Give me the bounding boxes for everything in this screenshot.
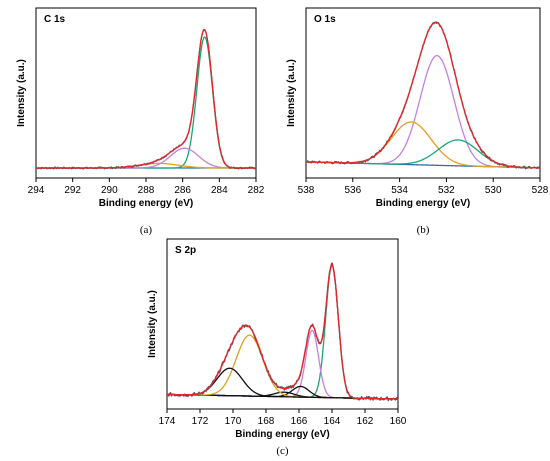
x-tick-label: 164 bbox=[324, 416, 341, 427]
raw-data-curve bbox=[166, 262, 399, 402]
component-peak-0 bbox=[305, 54, 541, 169]
y-axis-title: Intensity (a.u.) bbox=[147, 290, 158, 358]
x-tick-label: 292 bbox=[64, 185, 81, 196]
panel-1: 538 536 534 532 530 528 Binding energy (eV) Int… bbox=[286, 7, 549, 236]
panel-title: O 1s bbox=[314, 14, 336, 25]
x-tick-label: 294 bbox=[28, 185, 45, 196]
panel-0: 294 292 290 288 286 284 282 Binding energy (eV)… bbox=[16, 7, 265, 236]
x-tick-label: 534 bbox=[391, 185, 408, 196]
component-peak-0 bbox=[36, 36, 256, 169]
x-tick-label: 536 bbox=[344, 185, 361, 196]
envelope-curve bbox=[305, 21, 541, 169]
x-axis-title: Binding energy (eV) bbox=[376, 198, 470, 209]
x-tick-label: 290 bbox=[101, 185, 118, 196]
x-tick-label: 174 bbox=[159, 416, 176, 427]
envelope-curve bbox=[166, 264, 399, 400]
raw-data-curve bbox=[35, 29, 257, 170]
x-tick-label: 170 bbox=[225, 416, 242, 427]
panel-title: S 2p bbox=[175, 245, 196, 256]
envelope-curve bbox=[36, 28, 256, 169]
panel-caption: (b) bbox=[417, 224, 430, 236]
x-tick-label: 172 bbox=[192, 416, 209, 427]
component-peak-4 bbox=[166, 334, 399, 400]
x-tick-label: 160 bbox=[390, 416, 407, 427]
x-tick-label: 168 bbox=[258, 416, 275, 427]
panel-caption: (c) bbox=[276, 445, 289, 457]
x-tick-label: 282 bbox=[248, 185, 265, 196]
x-tick-label: 532 bbox=[438, 185, 455, 196]
x-axis-title: Binding energy (eV) bbox=[99, 198, 193, 209]
x-tick-label: 286 bbox=[174, 185, 191, 196]
x-tick-label: 162 bbox=[357, 416, 374, 427]
x-tick-label: 284 bbox=[211, 185, 228, 196]
panel-2: 174 172 170 168 166 164 162 160 Binding energy (… bbox=[147, 238, 407, 457]
y-axis-title: Intensity (a.u.) bbox=[286, 59, 297, 127]
x-tick-label: 288 bbox=[138, 185, 155, 196]
y-axis-title: Intensity (a.u.) bbox=[16, 59, 27, 127]
component-peak-2 bbox=[305, 139, 541, 169]
component-peak-1 bbox=[305, 121, 541, 169]
x-tick-label: 528 bbox=[532, 185, 549, 196]
x-tick-label: 530 bbox=[485, 185, 502, 196]
x-axis-title: Binding energy (eV) bbox=[235, 429, 329, 440]
plot-frame bbox=[166, 238, 399, 410]
plot-frame bbox=[35, 7, 257, 179]
plot-frame bbox=[305, 7, 541, 179]
x-tick-label: 166 bbox=[291, 416, 308, 427]
panel-caption: (a) bbox=[140, 224, 153, 236]
panel-title: C 1s bbox=[44, 14, 66, 25]
component-peak-0 bbox=[166, 264, 399, 400]
x-tick-label: 538 bbox=[298, 185, 315, 196]
